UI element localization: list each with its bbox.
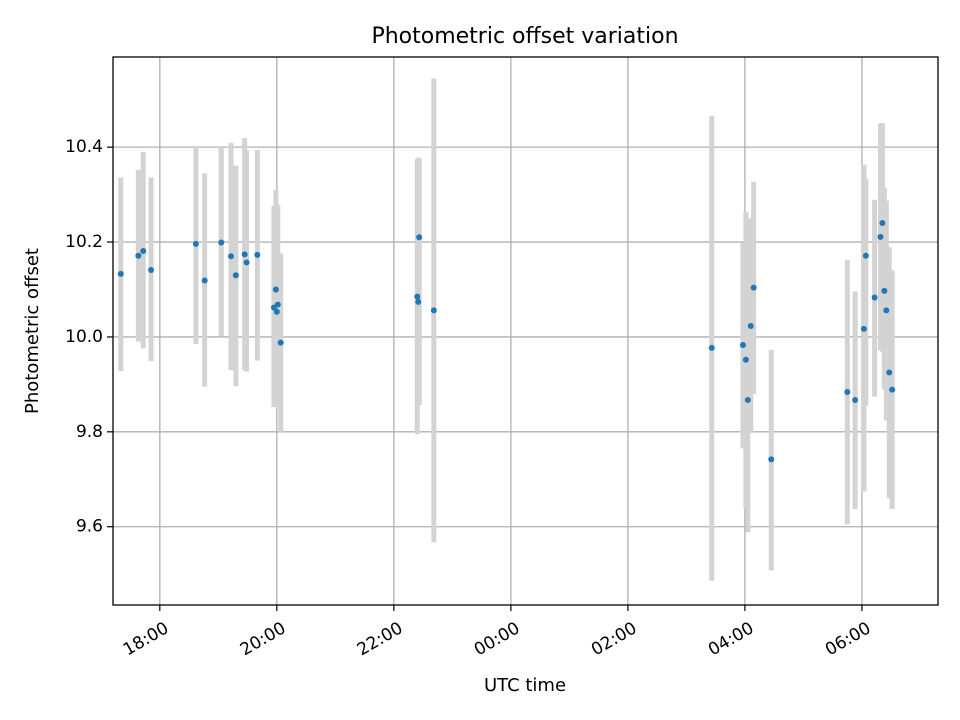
y-tick-label: 10.2 (65, 232, 103, 252)
data-point (844, 388, 851, 395)
y-tick-label: 10.4 (65, 137, 103, 157)
y-axis-label: Photometric offset (22, 248, 43, 414)
plot-frame (112, 56, 939, 606)
data-point (414, 293, 421, 300)
data-point (272, 286, 279, 293)
data-point (273, 308, 280, 315)
data-point (744, 397, 751, 404)
data-point (140, 248, 147, 255)
data-point (750, 284, 757, 291)
data-point (852, 397, 859, 404)
data-point (430, 307, 437, 314)
data-point (862, 252, 869, 259)
y-axis-ticks: 9.6 9.8 10.0 10.2 10.4 (65, 137, 113, 537)
data-point (135, 252, 142, 259)
data-point (243, 259, 250, 266)
data-point (148, 267, 155, 274)
data-point (241, 251, 248, 258)
data-point (192, 240, 199, 247)
data-point (871, 294, 878, 301)
data-point (860, 325, 867, 332)
data-point (277, 339, 284, 346)
y-tick-label: 9.6 (76, 517, 103, 537)
data-point (877, 233, 884, 240)
data-point (747, 323, 754, 330)
data-point (886, 369, 893, 376)
plot-area (113, 57, 938, 605)
y-tick-label: 10.0 (65, 327, 103, 347)
data-point (274, 301, 281, 308)
data-point (415, 298, 422, 305)
data-point (254, 251, 261, 258)
data-point (889, 386, 896, 393)
data-point (739, 341, 746, 348)
data-point (768, 456, 775, 463)
data-point (883, 307, 890, 314)
data-point (879, 220, 886, 227)
chart-title: Photometric offset variation (371, 24, 678, 49)
data-point (117, 270, 124, 277)
data-points (117, 220, 896, 463)
data-point (416, 234, 423, 241)
y-tick-label: 9.8 (76, 422, 103, 442)
data-point (742, 356, 749, 363)
data-point (201, 277, 208, 284)
x-axis-label: UTC time (484, 675, 566, 696)
data-point (218, 239, 225, 246)
data-point (708, 344, 715, 351)
data-point (232, 272, 239, 279)
data-point (227, 253, 234, 260)
data-point (881, 287, 888, 294)
